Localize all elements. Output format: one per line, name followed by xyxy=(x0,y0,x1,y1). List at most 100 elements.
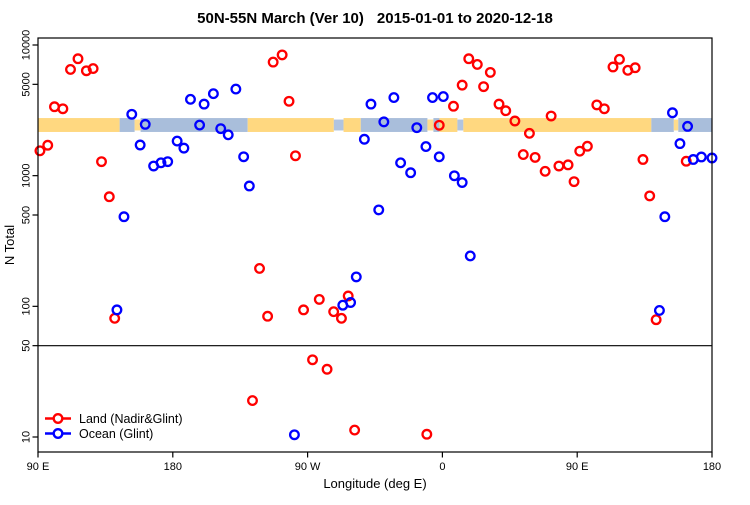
map-strip-segment-ocean xyxy=(433,118,440,132)
data-point-ocean xyxy=(365,98,377,110)
data-point-land xyxy=(545,110,557,122)
data-point-land xyxy=(553,160,565,172)
map-strip-segment-land xyxy=(463,118,652,132)
data-point-land xyxy=(96,156,107,168)
data-point-ocean xyxy=(456,177,468,188)
data-point-land xyxy=(49,101,60,113)
data-point-land xyxy=(109,312,121,324)
data-point-land xyxy=(283,95,295,107)
data-point-land xyxy=(644,190,656,202)
data-point-land xyxy=(57,103,69,115)
data-point-land xyxy=(349,424,361,436)
data-point-land xyxy=(478,81,490,93)
data-point-land xyxy=(581,140,593,152)
data-point-land xyxy=(313,293,325,305)
data-point-ocean xyxy=(653,305,665,316)
data-point-ocean xyxy=(178,142,190,154)
data-point-land xyxy=(517,149,529,161)
data-point-land xyxy=(523,127,535,139)
data-point-land xyxy=(463,53,475,65)
map-strip-segment-land xyxy=(343,118,361,132)
data-point-land xyxy=(262,310,274,322)
data-point-land xyxy=(598,103,610,115)
data-point-land xyxy=(42,139,54,151)
y-tick-label: 5000 xyxy=(21,72,33,96)
data-point-land xyxy=(80,65,92,77)
plot-area: 90 E 180 90 W 0 90 E 180 10 50 100 500 1000 5000 100… xyxy=(21,30,722,473)
data-point-ocean xyxy=(134,139,146,151)
x-tick-label: 90 E xyxy=(566,461,589,473)
map-strip-segment-land_speckle xyxy=(427,119,434,131)
chart-title-dates: 2015-01-01 to 2020-12-18 xyxy=(377,10,553,27)
y-tick-label: 500 xyxy=(21,206,33,224)
data-point-land xyxy=(509,115,521,127)
y-tick-label: 10000 xyxy=(21,30,33,61)
data-point-ocean xyxy=(171,135,183,147)
data-point-ocean xyxy=(388,92,400,104)
data-point-land xyxy=(433,119,445,131)
data-point-ocean xyxy=(464,250,476,262)
legend: Land (Nadir&Glint) Ocean (Glint) xyxy=(45,412,183,441)
data-point-land xyxy=(629,62,641,74)
data-point-ocean xyxy=(155,157,167,169)
data-point-ocean xyxy=(288,429,300,441)
data-point-ocean xyxy=(427,92,438,104)
data-point-land xyxy=(680,155,692,167)
map-strip-segment-land xyxy=(439,118,458,132)
data-point-ocean xyxy=(238,151,250,163)
data-point-ocean xyxy=(373,204,385,216)
data-point-ocean xyxy=(378,116,390,128)
data-point-land xyxy=(247,395,258,407)
map-strip-segment-land_speckle xyxy=(673,119,679,131)
legend-entry-land: Land (Nadir&Glint) xyxy=(45,412,183,426)
chart-title: 50N-55N March (Ver 10) 2015-01-01 to 2020… xyxy=(197,10,553,27)
map-strip-segment-land xyxy=(38,118,120,132)
data-point-ocean xyxy=(395,157,407,169)
data-point-ocean xyxy=(682,120,694,132)
x-tick-label: 90 E xyxy=(27,461,50,473)
data-point-land xyxy=(72,53,84,65)
data-point-land xyxy=(529,151,541,163)
map-strip-segment-ocean xyxy=(140,118,248,132)
legend-marker-land-icon xyxy=(52,413,64,425)
data-point-ocean xyxy=(411,122,423,134)
data-point-ocean xyxy=(194,119,206,131)
data-point-ocean xyxy=(674,138,686,150)
map-strip-segment-ocean xyxy=(651,118,674,132)
data-point-ocean xyxy=(198,98,210,110)
data-point-land xyxy=(335,312,347,324)
data-point-land xyxy=(607,61,619,73)
data-point-ocean xyxy=(126,108,138,120)
legend-entry-ocean: Ocean (Glint) xyxy=(45,427,153,441)
data-point-land xyxy=(650,314,662,326)
data-point-land xyxy=(539,165,551,177)
data-point-land xyxy=(493,98,505,110)
legend-label-ocean: Ocean (Glint) xyxy=(79,427,153,441)
data-point-ocean xyxy=(162,156,174,168)
data-point-land xyxy=(456,79,468,91)
data-point-ocean xyxy=(405,167,417,179)
data-point-land xyxy=(34,145,46,157)
data-point-land xyxy=(342,290,354,302)
data-point-ocean xyxy=(243,180,255,192)
x-tick-label: 90 W xyxy=(295,461,321,473)
x-tick-label: 180 xyxy=(164,461,182,473)
data-point-land xyxy=(637,154,649,165)
y-tick-label: 1000 xyxy=(21,163,33,187)
data-point-ocean xyxy=(667,107,678,119)
data-point-ocean xyxy=(118,211,130,223)
y-tick-label: 100 xyxy=(21,297,33,315)
data-point-ocean xyxy=(111,304,123,316)
data-point-land xyxy=(87,63,99,75)
data-point-land xyxy=(103,191,115,203)
data-point-land xyxy=(568,176,580,188)
data-point-land xyxy=(471,58,483,70)
y-axis-title: N Total xyxy=(2,225,17,265)
data-point-land xyxy=(276,49,288,61)
data-point-ocean xyxy=(659,211,671,223)
data-point-land xyxy=(500,105,512,117)
chart-title-main: 50N-55N March (Ver 10) xyxy=(197,10,364,27)
data-point-land xyxy=(290,150,301,162)
